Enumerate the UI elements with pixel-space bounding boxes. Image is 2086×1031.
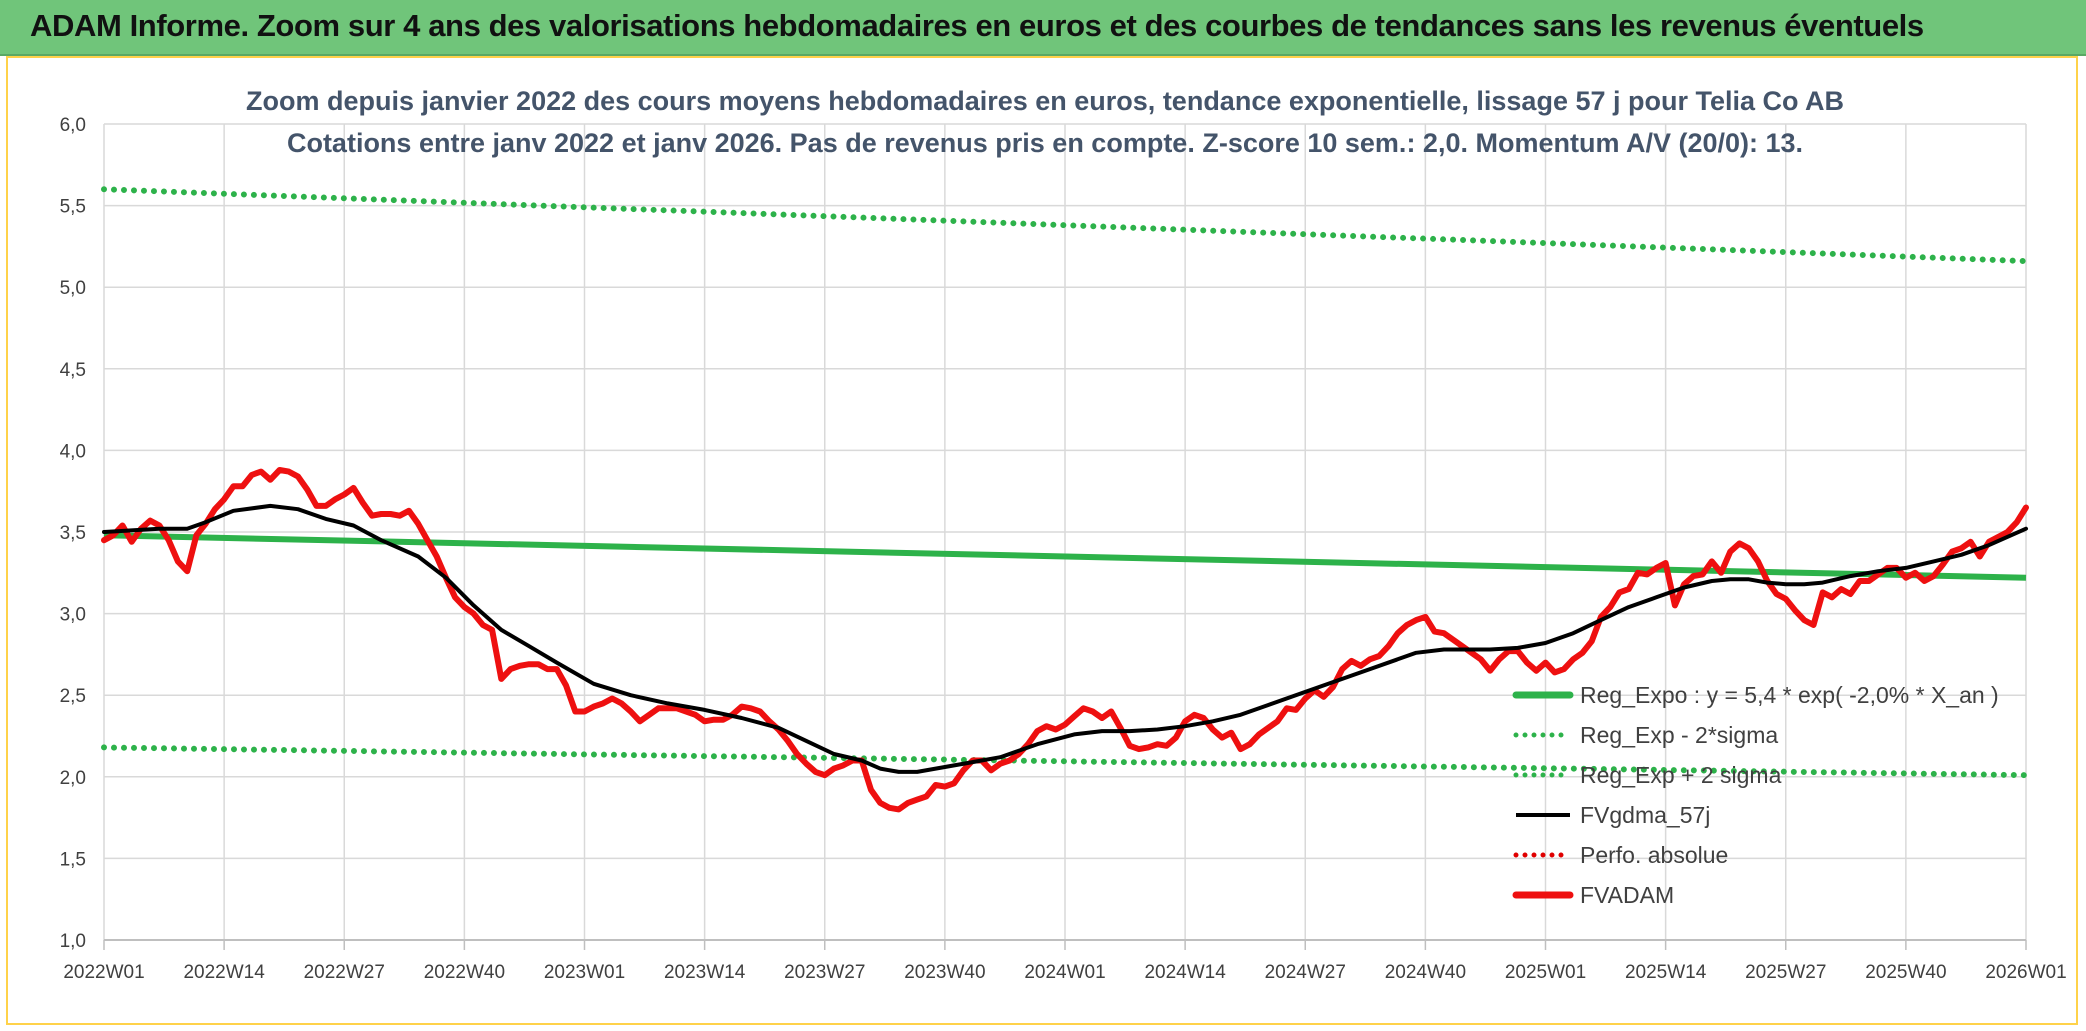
- x-tick-label: 2024W01: [1024, 962, 1105, 983]
- y-axis-ticks: 1,0 1,5 2,0 2,5 3,0 3,5 4,0 4,5 5,0 5,5 6,0: [60, 115, 86, 952]
- x-tick-label: 2023W40: [904, 962, 985, 983]
- legend-label: Reg_Expo : y = 5,4 * exp( -2,0% * X_an ): [1580, 682, 1999, 708]
- y-tick-label: 3,5: [60, 523, 86, 544]
- y-tick-label: 4,5: [60, 360, 86, 381]
- x-axis-ticks: 2022W01 2022W14 2022W27 2022W40 2023W01 2023W…: [63, 962, 2066, 983]
- x-tick-label: 2025W40: [1865, 962, 1946, 983]
- y-tick-label: 1,0: [60, 931, 86, 952]
- series-reg-exp-plus-2-sigma: [101, 186, 2029, 265]
- x-tick-label: 2022W40: [424, 962, 505, 983]
- chart-frame: [6, 56, 2078, 1025]
- legend: Reg_Expo : y = 5,4 * exp( -2,0% * X_an )…: [1512, 682, 1999, 908]
- legend-label: Reg_Exp - 2*sigma: [1580, 722, 1778, 748]
- legend-label: Perfo. absolue: [1580, 842, 1728, 868]
- grid: [103, 123, 2027, 950]
- y-tick-label: 5,5: [60, 197, 86, 218]
- y-tick-label: 2,0: [60, 768, 86, 789]
- banner-title: ADAM Informe. Zoom sur 4 ans des valoris…: [30, 8, 1924, 43]
- x-tick-label: 2024W27: [1265, 962, 1346, 983]
- series-group: [101, 186, 2029, 813]
- y-tick-label: 1,5: [60, 849, 86, 870]
- legend-label: Reg_Exp + 2 sigma: [1580, 762, 1782, 788]
- x-tick-label: 2026W01: [1985, 962, 2066, 983]
- x-tick-label: 2022W01: [63, 962, 144, 983]
- banner: ADAM Informe. Zoom sur 4 ans des valoris…: [0, 0, 2086, 56]
- y-tick-label: 4,0: [60, 441, 86, 462]
- x-tick-label: 2023W01: [544, 962, 625, 983]
- chart-title-line1: Zoom depuis janvier 2022 des cours moyen…: [246, 86, 1844, 116]
- y-tick-label: 3,0: [60, 605, 86, 626]
- x-tick-label: 2024W40: [1385, 962, 1466, 983]
- series-fvadam: [101, 467, 2029, 813]
- y-tick-label: 6,0: [60, 115, 86, 136]
- chart-title-line2: Cotations entre janv 2022 et janv 2026. …: [287, 128, 1803, 158]
- series-fvgdma-57j: [102, 503, 2028, 774]
- x-tick-label: 2025W14: [1625, 962, 1707, 983]
- y-tick-label: 5,0: [60, 278, 86, 299]
- legend-label: FVADAM: [1580, 882, 1674, 908]
- y-tick-label: 2,5: [60, 686, 86, 707]
- x-tick-label: 2022W14: [183, 962, 265, 983]
- series-reg-exp-minus-2-sigma: [101, 744, 2029, 779]
- x-tick-label: 2025W01: [1505, 962, 1586, 983]
- x-tick-label: 2025W27: [1745, 962, 1826, 983]
- legend-label: FVgdma_57j: [1580, 802, 1710, 828]
- x-tick-label: 2024W14: [1144, 962, 1226, 983]
- x-tick-label: 2022W27: [304, 962, 385, 983]
- x-tick-label: 2023W14: [664, 962, 746, 983]
- x-tick-label: 2023W27: [784, 962, 865, 983]
